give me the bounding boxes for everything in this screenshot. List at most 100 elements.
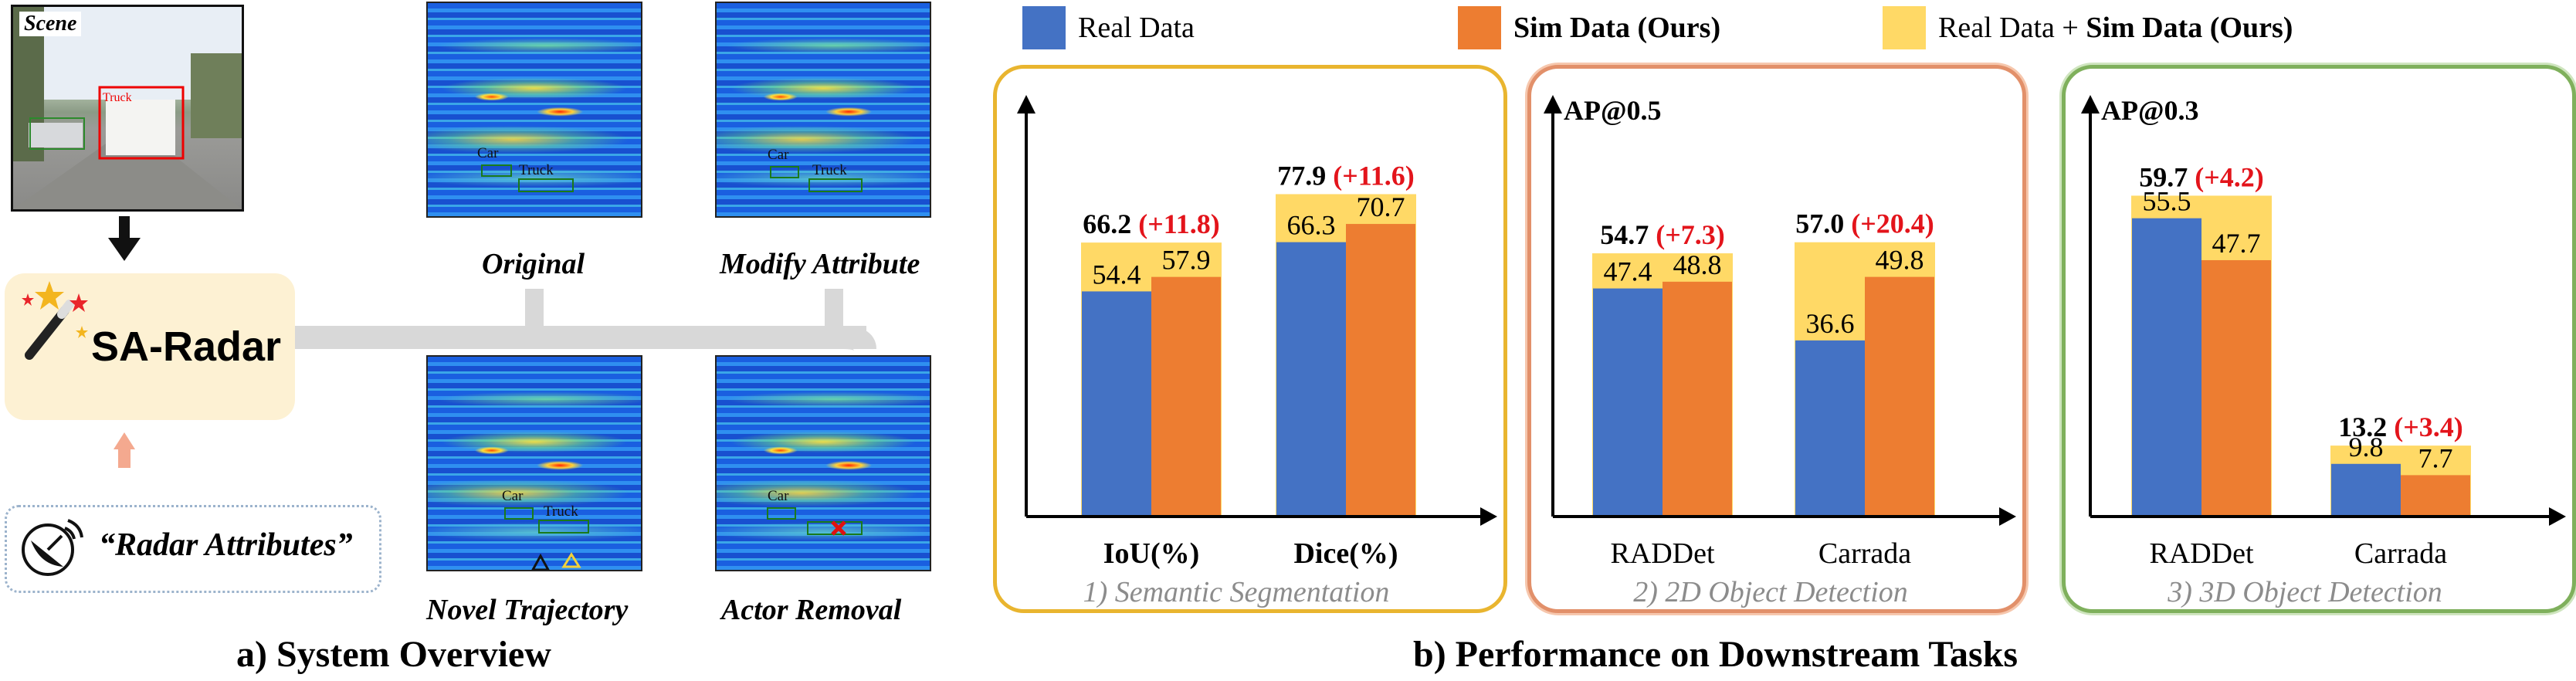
x-tick-label-1: Dice(%) bbox=[1293, 537, 1398, 570]
chart-title: 1) Semantic Segmentation bbox=[1083, 576, 1390, 608]
value-label-real-0: 55.5 bbox=[2143, 186, 2191, 217]
connector-left bbox=[525, 289, 544, 335]
chart-title: 3) 3D Object Detection bbox=[2167, 576, 2442, 608]
caption-modify-attribute: Modify Attribute bbox=[720, 248, 920, 280]
legend-combined: Real Data + Sim Data (Ours) bbox=[1938, 11, 2293, 45]
value-label-combined-1: 13.2 (+3.4) bbox=[2338, 412, 2463, 442]
legend-combined-bold: Sim Data (Ours) bbox=[2086, 12, 2293, 44]
gain-value: (+20.4) bbox=[1851, 208, 1934, 239]
caption-novel-trajectory: Novel Trajectory bbox=[426, 594, 629, 626]
caption-actor-removal: Actor Removal bbox=[721, 594, 902, 626]
legend-sim: Sim Data (Ours) bbox=[1513, 12, 1721, 44]
value-label-real-1: 9.8 bbox=[2349, 432, 2384, 462]
map-label-car: Car bbox=[768, 147, 789, 163]
x-axis-arrow-icon bbox=[1480, 507, 1497, 526]
bar-real-0 bbox=[1593, 288, 1663, 517]
radar-attributes-box bbox=[5, 505, 381, 593]
map-label-car: Car bbox=[768, 488, 789, 504]
chart-semantic-segmentation: 54.4 57.9 66.2 (+11.8) IoU(%) 66.3 70.7 77.9 (… bbox=[1017, 95, 1497, 608]
removed-actor-icon bbox=[831, 520, 846, 536]
radar-attributes-text: “Radar Attributes” bbox=[99, 527, 353, 563]
bar-real-1 bbox=[2331, 463, 2401, 517]
down-arrow-icon bbox=[108, 238, 141, 261]
x-tick-label-1: Carrada bbox=[2354, 537, 2447, 570]
value-label-real-1: 36.6 bbox=[1806, 308, 1855, 339]
combined-value: 54.7 bbox=[1600, 219, 1656, 250]
legend-swatch-real bbox=[1022, 6, 1066, 49]
panel-3d-detection: 55.5 47.7 59.7 (+4.2) RADDet 9.8 7.7 13.2 (+3.… bbox=[2062, 65, 2576, 613]
bar-sim-1 bbox=[1865, 276, 1934, 517]
bar-sim-0 bbox=[2201, 259, 2271, 517]
map-label-truck: Truck bbox=[519, 162, 554, 178]
gain-value: (+4.2) bbox=[2195, 161, 2264, 192]
value-label-sim-0: 47.7 bbox=[2212, 228, 2261, 259]
value-label-sim-1: 49.8 bbox=[1876, 245, 1924, 276]
combined-value: 13.2 bbox=[2338, 412, 2394, 442]
radar-sensor-moved-icon bbox=[561, 552, 581, 568]
bar-real-0 bbox=[1082, 291, 1151, 517]
up-arrow-icon bbox=[114, 432, 135, 449]
radar-map-actor-removal: Car bbox=[715, 355, 931, 571]
bar-sim-0 bbox=[1151, 276, 1221, 517]
legend-swatch-sim bbox=[1458, 6, 1501, 49]
value-label-sim-0: 57.9 bbox=[1162, 245, 1211, 276]
x-tick-label-0: IoU(%) bbox=[1103, 537, 1200, 570]
radar-dish-icon bbox=[22, 519, 83, 576]
bar-real-1 bbox=[1276, 242, 1346, 517]
x-tick-label-0: RADDet bbox=[2149, 537, 2254, 570]
combined-value: 77.9 bbox=[1277, 160, 1333, 191]
legend-swatch-combined bbox=[1883, 6, 1926, 49]
y-axis-label: AP@0.5 bbox=[1564, 95, 1661, 126]
x-axis-arrow-icon bbox=[1999, 507, 2016, 526]
radar-map-modify-attribute: Car Truck bbox=[715, 2, 931, 218]
y-axis-label: AP@0.3 bbox=[2101, 95, 2198, 126]
bar-real-1 bbox=[1795, 340, 1865, 517]
bar-real-0 bbox=[2132, 218, 2201, 517]
y-axis-arrow-icon bbox=[1544, 95, 1562, 114]
down-arrow-shaft bbox=[119, 216, 130, 241]
radar-sensor-icon bbox=[531, 553, 550, 570]
y-axis-arrow-icon bbox=[2081, 95, 2100, 114]
value-label-sim-1: 7.7 bbox=[2418, 442, 2453, 473]
radar-map-novel-trajectory: Car Truck bbox=[426, 355, 642, 571]
legend-combined-prefix: Real Data + bbox=[1938, 12, 2086, 44]
gain-value: (+11.8) bbox=[1138, 208, 1220, 239]
value-label-real-1: 66.3 bbox=[1287, 210, 1336, 241]
scene-box-label: Truck bbox=[103, 91, 132, 104]
gain-value: (+3.4) bbox=[2394, 412, 2463, 442]
radar-map-original: Car Truck bbox=[426, 2, 642, 218]
connector-main bbox=[295, 326, 866, 349]
bar-sim-1 bbox=[1346, 224, 1415, 517]
combined-value: 66.2 bbox=[1083, 208, 1138, 239]
system-overview-title: a) System Overview bbox=[236, 634, 551, 675]
panel-2d-detection: 47.4 48.8 54.7 (+7.3) RADDet 36.6 49.8 57.0 (+… bbox=[1527, 65, 2026, 613]
value-label-combined-0: 54.7 (+7.3) bbox=[1600, 219, 1725, 250]
gain-value: (+7.3) bbox=[1656, 219, 1725, 250]
bar-sim-0 bbox=[1663, 281, 1732, 517]
value-label-combined-0: 59.7 (+4.2) bbox=[2139, 161, 2264, 192]
value-label-sim-0: 48.8 bbox=[1673, 249, 1722, 280]
map-label-truck: Truck bbox=[544, 503, 578, 520]
map-label-car: Car bbox=[477, 145, 499, 161]
legend-real: Real Data bbox=[1078, 12, 1195, 44]
value-label-real-0: 47.4 bbox=[1604, 256, 1652, 287]
bar-sim-1 bbox=[2401, 475, 2470, 517]
combined-value: 57.0 bbox=[1795, 208, 1851, 239]
panel-semantic-segmentation: 54.4 57.9 66.2 (+11.8) IoU(%) 66.3 70.7 77.9 (… bbox=[993, 65, 1507, 613]
combined-value: 59.7 bbox=[2139, 161, 2195, 192]
gain-value: (+11.6) bbox=[1333, 160, 1415, 191]
x-tick-label-0: RADDet bbox=[1610, 537, 1715, 570]
caption-original: Original bbox=[482, 248, 585, 280]
map-label-truck: Truck bbox=[812, 162, 847, 178]
x-axis-arrow-icon bbox=[2549, 507, 2566, 526]
value-label-real-0: 54.4 bbox=[1093, 259, 1141, 290]
value-label-sim-1: 70.7 bbox=[1357, 191, 1405, 222]
scene-label: Scene bbox=[19, 12, 82, 36]
y-axis-arrow-icon bbox=[1017, 95, 1035, 114]
map-label-car: Car bbox=[502, 488, 524, 504]
sa-radar-title: SA-Radar bbox=[91, 324, 282, 370]
value-label-combined-1: 57.0 (+20.4) bbox=[1795, 208, 1934, 239]
magic-wand-icon bbox=[22, 281, 88, 360]
overview-connectors bbox=[108, 216, 876, 468]
